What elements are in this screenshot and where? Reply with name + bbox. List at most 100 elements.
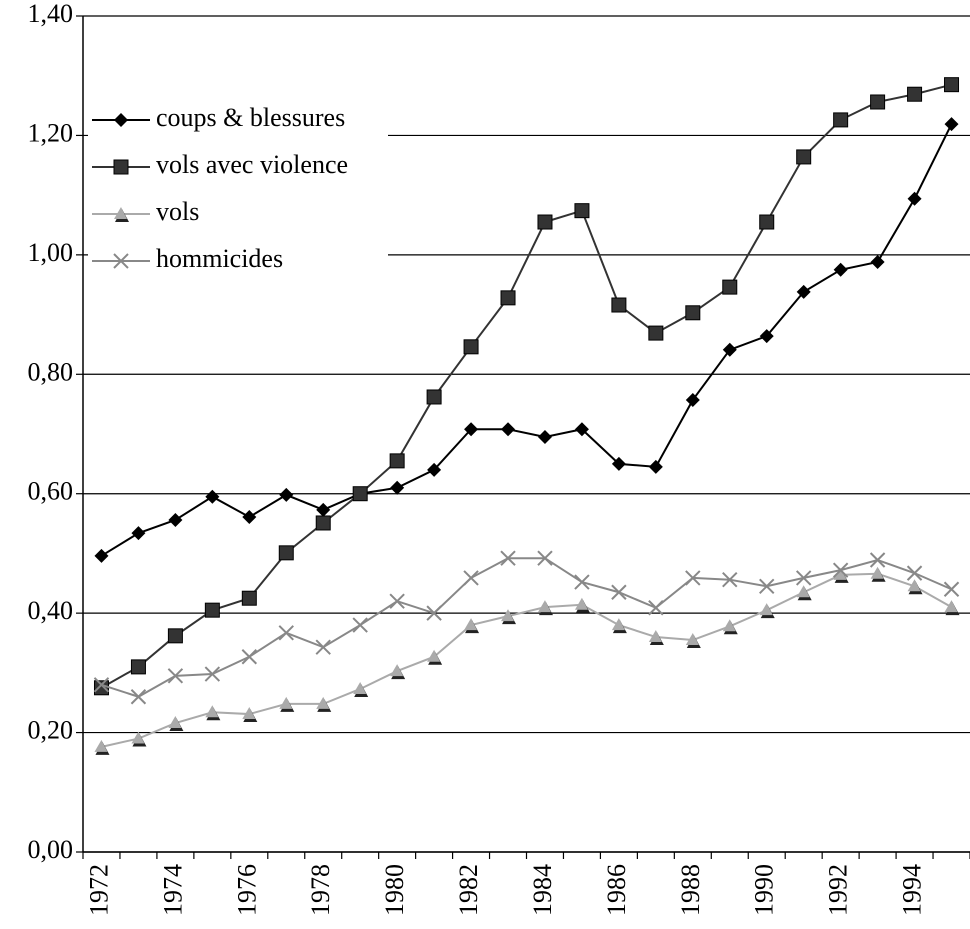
data-point — [464, 422, 479, 437]
y-tick-label: 0,20 — [28, 716, 74, 745]
data-point — [389, 453, 405, 469]
y-tick-label: 0,60 — [28, 477, 74, 506]
data-point — [205, 489, 220, 504]
data-point — [722, 279, 738, 295]
legend-label: coups & blessures — [156, 103, 345, 132]
data-point — [574, 422, 589, 437]
data-point — [204, 666, 221, 682]
data-point — [537, 214, 553, 230]
y-tick-label: 1,20 — [28, 118, 74, 147]
data-point — [242, 510, 257, 525]
data-point — [204, 602, 220, 618]
data-point — [796, 585, 810, 598]
data-point — [833, 567, 847, 580]
legend-marker — [113, 159, 129, 175]
data-point — [574, 574, 590, 590]
y-tick-label: 1,40 — [28, 0, 74, 28]
data-point — [94, 548, 109, 563]
data-point — [316, 502, 331, 517]
legend-box — [88, 96, 388, 288]
data-point — [168, 512, 183, 527]
data-point — [685, 392, 700, 407]
data-point — [832, 562, 849, 578]
data-point — [870, 566, 884, 579]
data-point — [759, 214, 775, 230]
data-point — [278, 545, 294, 561]
data-point — [463, 339, 479, 355]
data-point — [93, 680, 109, 696]
data-point — [611, 297, 627, 313]
x-tick-label: 1982 — [454, 864, 483, 916]
data-point — [648, 630, 662, 643]
data-point — [315, 639, 331, 655]
legend-label: hommicides — [156, 244, 283, 273]
data-point — [241, 649, 258, 665]
data-point — [278, 625, 294, 641]
x-tick-label: 1972 — [84, 864, 113, 916]
data-point — [944, 600, 958, 613]
data-point — [648, 600, 664, 616]
data-point — [944, 117, 959, 132]
data-point — [427, 462, 442, 477]
data-point — [685, 633, 699, 646]
data-point — [943, 581, 960, 597]
data-point — [537, 429, 552, 444]
y-tick-label: 0,00 — [28, 835, 74, 864]
data-point — [464, 618, 478, 631]
data-point — [574, 203, 590, 219]
data-point — [500, 290, 516, 306]
x-tick-label: 1976 — [232, 864, 261, 916]
data-point — [168, 716, 182, 729]
x-tick-label: 1978 — [306, 864, 335, 916]
legend-marker — [114, 207, 127, 219]
data-point — [352, 486, 368, 502]
y-tick-label: 0,40 — [28, 596, 74, 625]
x-tick-label: 1974 — [158, 864, 187, 916]
data-point — [279, 696, 293, 709]
legend-marker — [113, 253, 129, 269]
data-point — [611, 584, 627, 600]
y-tick-label: 1,00 — [28, 238, 74, 267]
data-point — [390, 480, 405, 495]
data-point — [130, 659, 146, 675]
data-point — [537, 550, 553, 566]
data-point — [648, 459, 663, 474]
data-point — [390, 664, 404, 677]
data-point — [426, 389, 442, 405]
x-tick-label: 1980 — [380, 864, 409, 916]
data-point — [722, 342, 737, 357]
data-point — [611, 618, 625, 631]
data-point — [907, 579, 921, 592]
data-point — [944, 77, 960, 93]
data-point — [870, 255, 885, 270]
data-point — [463, 570, 479, 586]
data-point — [796, 149, 812, 165]
data-point — [907, 191, 922, 206]
data-point — [574, 597, 588, 610]
data-point — [795, 570, 812, 586]
data-point — [648, 325, 664, 341]
data-point — [167, 668, 184, 684]
x-tick-label: 1986 — [602, 864, 631, 916]
data-point — [353, 681, 367, 694]
x-tick-label: 1984 — [528, 864, 557, 916]
data-point — [131, 731, 145, 744]
data-point — [907, 86, 923, 102]
data-point — [501, 422, 516, 437]
data-point — [611, 456, 626, 471]
data-point — [870, 94, 886, 110]
data-point — [759, 603, 773, 616]
data-point — [242, 707, 256, 720]
data-point — [500, 550, 516, 566]
data-point — [279, 487, 294, 502]
data-point — [167, 628, 183, 644]
legend-label: vols avec violence — [156, 150, 348, 179]
data-point — [796, 284, 811, 299]
data-point — [685, 570, 701, 586]
data-point — [315, 515, 331, 531]
data-point — [93, 677, 110, 693]
x-tick-label: 1994 — [898, 864, 927, 916]
x-tick-label: 1988 — [676, 864, 705, 916]
data-point — [94, 739, 108, 752]
